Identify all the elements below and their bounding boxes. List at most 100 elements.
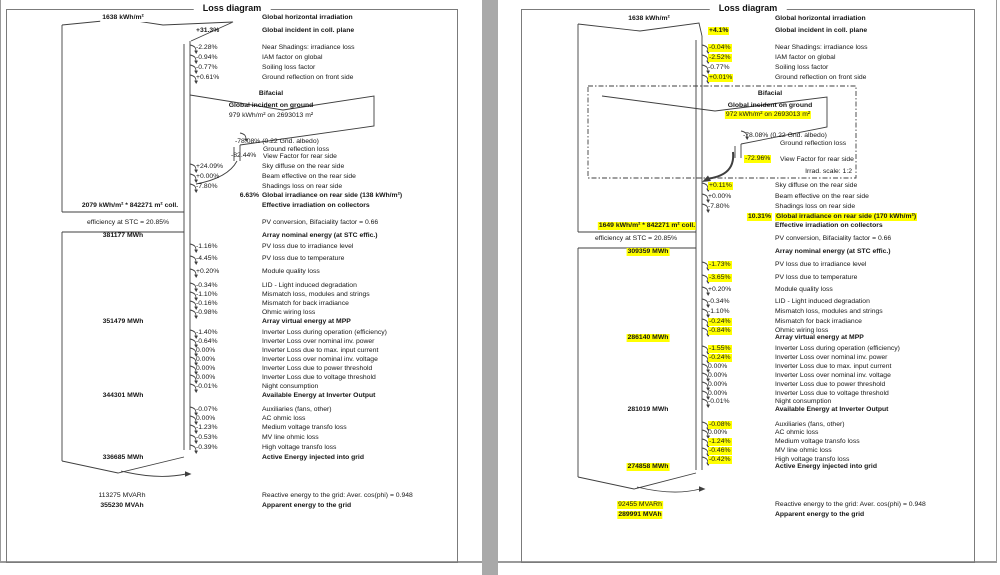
loss-label: AC ohmic loss	[775, 429, 819, 436]
reactive-value: 92455 MVARh	[617, 501, 663, 509]
reactive-label: Reactive energy to the grid: Aver. cos(p…	[262, 492, 413, 499]
loss-value: +0.20%	[196, 268, 220, 275]
reactive-label: Reactive energy to the grid: Aver. cos(p…	[775, 501, 926, 508]
loss-value: +31.3%	[196, 27, 220, 34]
loss-label: Beam effective on the rear side	[775, 193, 869, 200]
loss-value: -0.16%	[196, 300, 218, 307]
loss-value: -0.39%	[196, 444, 218, 451]
loss-value: -7.80%	[708, 203, 730, 210]
loss-label: Sky diffuse on the rear side	[262, 163, 345, 170]
stage-value: 2079 kWh/m² * 842271 m² coll.	[81, 202, 179, 209]
loss-value: +0.00%	[196, 173, 220, 180]
loss-value: +0.61%	[196, 74, 220, 81]
loss-value: -1.24%	[708, 438, 732, 446]
loss-label: Ground reflection on front side	[262, 74, 354, 81]
loss-value: -0.01%	[196, 383, 218, 390]
ghi-value: 1638 kWh/m²	[626, 15, 672, 23]
loss-label: Ohmic wiring loss	[262, 309, 316, 316]
apparent-label: Apparent energy to the grid	[775, 511, 865, 518]
loss-label: Mismatch loss, modules and strings	[262, 291, 370, 298]
loss-label: Ground reflection on front side	[775, 74, 867, 81]
loss-label: PV loss due to temperature	[262, 255, 345, 262]
loss-value: +0.00%	[708, 193, 732, 200]
stage-value: 979 kWh/m² on 2693013 m²	[228, 112, 314, 119]
loss-value: -1.40%	[196, 329, 218, 336]
stage-label: Global incident in coll. plane	[262, 27, 355, 34]
irradiance-scale-note: Irrad. scale: 1:2	[805, 168, 852, 175]
stc-value: efficiency at STC = 20.85%	[595, 235, 678, 242]
loss-label: Mismatch for back irradiance	[775, 318, 862, 325]
page-divider	[482, 0, 498, 575]
loss-value: -0.64%	[196, 338, 218, 345]
loss-value: -1.55%	[708, 345, 732, 353]
stage-value: 972 kWh/m² on 2693013 m²	[724, 111, 812, 119]
ghi-value: 1638 kWh/m²	[100, 14, 146, 22]
loss-value: -0.24%	[708, 354, 732, 362]
loss-label: AC ohmic loss	[262, 415, 306, 422]
stage-label: Available Energy at Inverter Output	[775, 406, 889, 413]
loss-value: -0.42%	[708, 456, 732, 464]
loss-label: MV line ohmic loss	[775, 447, 832, 454]
reactive-value: 113275 MVARh	[98, 492, 146, 499]
loss-value: -1.73%	[708, 261, 732, 269]
loss-label: Ohmic wiring loss	[775, 327, 829, 334]
loss-label: Near Shadings: irradiance loss	[775, 44, 868, 51]
loss-label: Medium voltage transfo loss	[775, 438, 860, 445]
loss-value: 0.00%	[708, 390, 728, 397]
bifacial-title: Bifacial	[757, 90, 783, 97]
loss-value: -0.07%	[196, 406, 218, 413]
loss-value: -0.08%	[708, 421, 732, 429]
loss-value: -0.46%	[708, 447, 732, 455]
loss-value: -0.24%	[708, 318, 732, 326]
loss-value: 0.00%	[708, 381, 728, 388]
loss-value: 6.63%	[239, 192, 259, 199]
loss-label: MV line ohmic loss	[262, 434, 319, 441]
stc-value: efficiency at STC = 20.85%	[87, 219, 170, 226]
loss-label: Soiling loss factor	[775, 64, 829, 71]
loss-label: Ground reflection loss	[263, 146, 330, 153]
loss-value: 10.31%	[746, 213, 772, 221]
loss-value: -0.77%	[196, 64, 218, 71]
loss-label: Night consumption	[775, 398, 832, 405]
loss-value: -78.08% (0.22 Gnd. albedo)	[743, 132, 827, 139]
stage-value: 309359 MWh	[626, 248, 670, 256]
loss-label: Inverter Loss due to max. input current	[262, 347, 379, 354]
stage-label: Array virtual energy at MPP	[775, 334, 864, 341]
loss-value: 0.00%	[708, 372, 728, 379]
loss-value: +4.1%	[708, 27, 730, 35]
loss-value: 0.00%	[196, 347, 216, 354]
loss-value: 0.00%	[708, 363, 728, 370]
loss-value: 0.00%	[196, 374, 216, 381]
loss-label: Inverter Loss due to voltage threshold	[262, 374, 376, 381]
loss-label: PV loss due to temperature	[775, 274, 858, 281]
page-title: Loss diagram	[709, 3, 787, 13]
loss-label: View Factor for rear side	[780, 156, 854, 163]
loss-label: LID - Light induced degradation	[775, 298, 870, 305]
loss-value: -1.23%	[196, 424, 218, 431]
loss-label: High voltage transfo loss	[775, 456, 850, 463]
loss-label: Global irradiance on rear side (170 kWh/…	[775, 213, 918, 221]
stage-label: Array nominal energy (at STC effic.)	[775, 248, 891, 255]
loss-label: PV loss due to irradiance level	[262, 243, 354, 250]
loss-label: Inverter Loss over nominal inv. power	[262, 338, 375, 345]
loss-label: Inverter Loss during operation (efficien…	[775, 345, 900, 352]
diagram-frame-left	[6, 9, 458, 563]
stage-value: 351479 MWh	[102, 318, 144, 325]
stage-label: Effective irradiation on collectors	[262, 202, 370, 209]
loss-label: Mismatch for back irradiance	[262, 300, 349, 307]
loss-value: 0.00%	[196, 356, 216, 363]
loss-value: -2.28%	[196, 44, 218, 51]
stage-label: Array nominal energy (at STC effic.)	[262, 232, 378, 239]
loss-value: -0.84%	[708, 327, 732, 335]
loss-label: Inverter Loss over nominal inv. power	[775, 354, 888, 361]
ghi-label: Global horizontal irradiation	[775, 15, 866, 22]
ghi-label: Global horizontal irradiation	[262, 14, 353, 21]
bifacial-title: Bifacial	[258, 90, 284, 97]
loss-label: View Factor for rear side	[263, 153, 337, 160]
loss-label: Mismatch loss, modules and strings	[775, 308, 883, 315]
loss-value: -3.65%	[708, 274, 732, 282]
stage-value: 1649 kWh/m² * 842271 m² coll.	[597, 222, 697, 230]
loss-label: Ground reflection loss	[780, 140, 847, 147]
loss-value: -1.10%	[196, 291, 218, 298]
